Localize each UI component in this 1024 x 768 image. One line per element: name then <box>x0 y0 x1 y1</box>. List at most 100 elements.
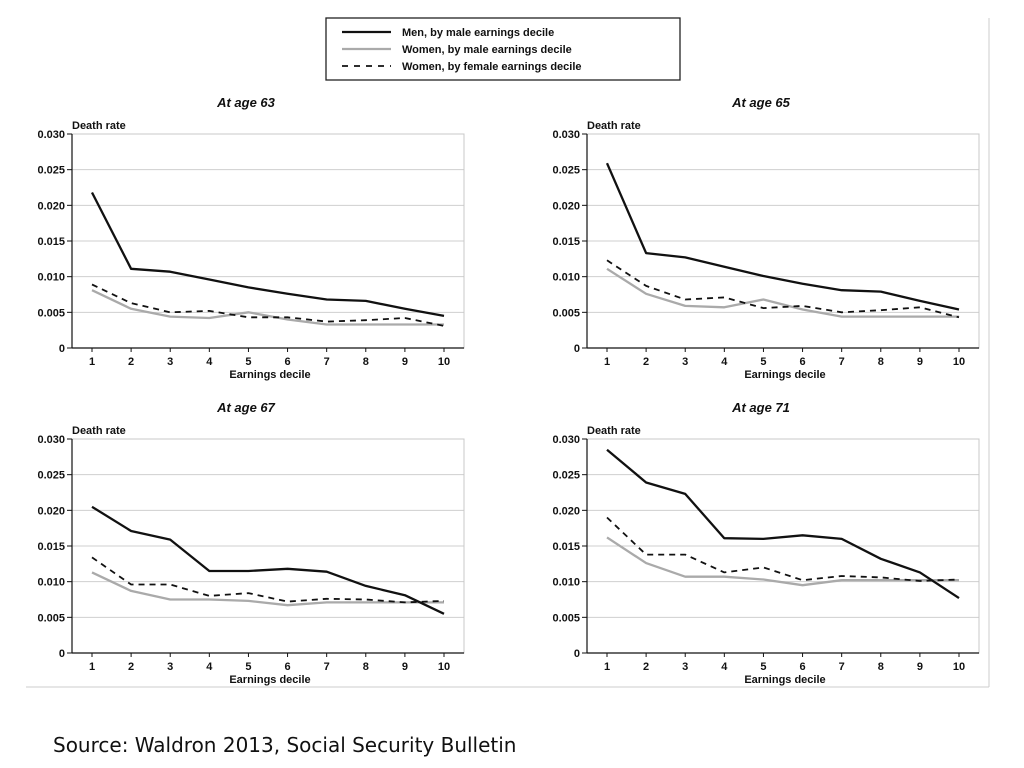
x-tick-label: 6 <box>284 661 290 673</box>
source-caption: Source: Waldron 2013, Social Security Bu… <box>53 733 517 757</box>
series-line-men-male <box>606 448 960 600</box>
y-tick-label: 0.010 <box>37 577 65 589</box>
series-line-women-male <box>606 536 959 587</box>
x-tick-label: 2 <box>128 661 134 673</box>
y-tick-label: 0 <box>59 343 65 355</box>
y-axis-label: Death rate <box>587 120 641 132</box>
x-tick-label: 4 <box>721 661 728 673</box>
panel-age-63: 0 0.005 0.010 0.015 0.020 0.025 0.030 1 2 3 4 5 6 7 8 9… <box>37 95 465 381</box>
series-line-women-female <box>91 283 445 327</box>
x-tick-label: 1 <box>604 356 610 368</box>
x-tick-label: 9 <box>917 356 923 368</box>
y-tick-label: 0.015 <box>552 541 580 553</box>
y-axis-label: Death rate <box>587 425 641 437</box>
x-tick-label: 8 <box>878 661 884 673</box>
x-axis-label: Earnings decile <box>229 369 310 381</box>
y-tick-label: 0.025 <box>37 470 65 482</box>
x-tick-label: 8 <box>363 356 369 368</box>
x-tick-label: 10 <box>953 661 965 673</box>
legend-label-women-male: Women, by male earnings decile <box>402 44 572 56</box>
x-tick-label: 2 <box>643 661 649 673</box>
x-tick-label: 10 <box>438 356 450 368</box>
y-axis-label: Death rate <box>72 425 126 437</box>
x-axis-label: Earnings decile <box>744 369 825 381</box>
x-tick-label: 6 <box>284 356 290 368</box>
x-tick-label: 3 <box>167 356 173 368</box>
x-tick-label: 5 <box>760 356 766 368</box>
x-tick-label: 5 <box>245 356 251 368</box>
series-line-women-female <box>606 516 960 582</box>
x-tick-label: 8 <box>878 356 884 368</box>
y-tick-label: 0.020 <box>552 200 580 212</box>
panel-title: At age 67 <box>216 400 276 415</box>
x-tick-label: 4 <box>206 661 213 673</box>
x-tick-label: 10 <box>438 661 450 673</box>
y-tick-label: 0.010 <box>552 577 580 589</box>
y-tick-label: 0.020 <box>552 505 580 517</box>
y-tick-label: 0.030 <box>552 434 580 446</box>
panel-age-65: 0 0.005 0.010 0.015 0.020 0.025 0.030 1 2 3 4 5 6 7 8 9… <box>552 95 980 381</box>
y-tick-label: 0.030 <box>37 434 65 446</box>
x-tick-label: 2 <box>643 356 649 368</box>
series-line-men-male <box>90 191 445 318</box>
panel-title: At age 63 <box>216 95 276 110</box>
series-line-women-female <box>606 259 960 319</box>
y-tick-label: 0.010 <box>37 272 65 284</box>
series-line-women-female <box>91 556 445 604</box>
x-tick-label: 1 <box>89 356 95 368</box>
y-tick-label: 0.020 <box>37 200 65 212</box>
x-tick-label: 10 <box>953 356 965 368</box>
x-axis-label: Earnings decile <box>229 674 310 686</box>
x-tick-label: 9 <box>917 661 923 673</box>
x-tick-label: 9 <box>402 661 408 673</box>
legend: Men, by male earnings decile Women, by m… <box>325 17 681 81</box>
x-tick-label: 6 <box>799 661 805 673</box>
x-tick-label: 3 <box>682 356 688 368</box>
y-tick-label: 0.005 <box>552 307 580 319</box>
series-line-women-male <box>606 267 959 318</box>
y-tick-label: 0.030 <box>552 129 580 141</box>
y-tick-label: 0.005 <box>37 612 65 624</box>
y-tick-label: 0.015 <box>37 541 65 553</box>
x-tick-label: 9 <box>402 356 408 368</box>
y-axis-label: Death rate <box>72 120 126 132</box>
x-tick-label: 7 <box>324 661 330 673</box>
y-tick-label: 0 <box>574 343 580 355</box>
x-tick-label: 2 <box>128 356 134 368</box>
x-tick-label: 1 <box>89 661 95 673</box>
x-tick-label: 7 <box>324 356 330 368</box>
y-tick-label: 0.010 <box>552 272 580 284</box>
series-line-women-male <box>91 289 444 326</box>
legend-label-women-female: Women, by female earnings decile <box>402 61 582 73</box>
y-tick-label: 0.025 <box>552 165 580 177</box>
legend-label-men-male: Men, by male earnings decile <box>402 27 554 39</box>
panel-age-67: 0 0.005 0.010 0.015 0.020 0.025 0.030 1 2 3 4 5 6 7 8 9… <box>37 400 465 686</box>
x-tick-label: 4 <box>206 356 213 368</box>
y-tick-label: 0 <box>574 648 580 660</box>
y-tick-label: 0.030 <box>37 129 65 141</box>
x-tick-label: 8 <box>363 661 369 673</box>
x-tick-label: 4 <box>721 356 728 368</box>
x-axis-label: Earnings decile <box>744 674 825 686</box>
y-tick-label: 0 <box>59 648 65 660</box>
panel-title: At age 65 <box>731 95 791 110</box>
series-line-women-male <box>91 571 444 607</box>
panel-age-71: 0 0.005 0.010 0.015 0.020 0.025 0.030 1 2 3 4 5 6 7 8 9… <box>552 400 980 686</box>
panel-title: At age 71 <box>731 400 790 415</box>
series-line-men-male <box>91 505 445 615</box>
y-tick-label: 0.005 <box>552 612 580 624</box>
y-tick-label: 0.015 <box>552 236 580 248</box>
x-tick-label: 1 <box>604 661 610 673</box>
y-tick-label: 0.005 <box>37 307 65 319</box>
x-tick-label: 6 <box>799 356 805 368</box>
x-tick-label: 7 <box>839 661 845 673</box>
x-tick-label: 5 <box>760 661 766 673</box>
y-tick-label: 0.025 <box>37 165 65 177</box>
x-tick-label: 3 <box>167 661 173 673</box>
series-line-men-male <box>605 162 960 311</box>
x-tick-label: 3 <box>682 661 688 673</box>
x-tick-label: 5 <box>245 661 251 673</box>
y-tick-label: 0.015 <box>37 236 65 248</box>
y-tick-label: 0.025 <box>552 470 580 482</box>
